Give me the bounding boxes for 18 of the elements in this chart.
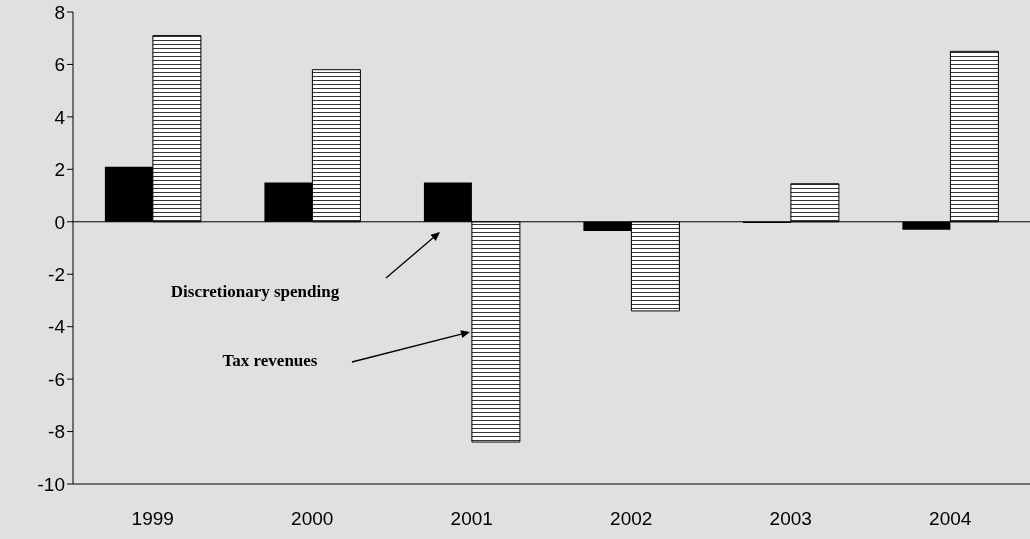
- y-tick-label: -8: [48, 421, 65, 443]
- x-tick-label: 2000: [291, 508, 334, 530]
- annotation: Discretionary spending: [170, 282, 340, 301]
- y-tick-label: 0: [54, 211, 65, 233]
- y-tick-label: 6: [54, 54, 65, 76]
- annotation: Tax revenues: [222, 351, 318, 370]
- y-tick-label: -6: [48, 368, 65, 390]
- x-tick-label: 1999: [131, 508, 174, 530]
- y-tick-label: -4: [48, 316, 66, 338]
- x-tick-label: 2001: [450, 508, 493, 530]
- y-tick-label: 8: [54, 1, 65, 23]
- y-tick-label: 2: [54, 159, 65, 181]
- x-tick-label: 2004: [929, 508, 972, 530]
- x-tick-label: 2002: [610, 508, 653, 530]
- y-tick-label: -10: [37, 473, 65, 495]
- y-tick-label: 4: [54, 106, 66, 128]
- y-tick-label: -2: [48, 263, 65, 285]
- x-tick-label: 2003: [769, 508, 812, 530]
